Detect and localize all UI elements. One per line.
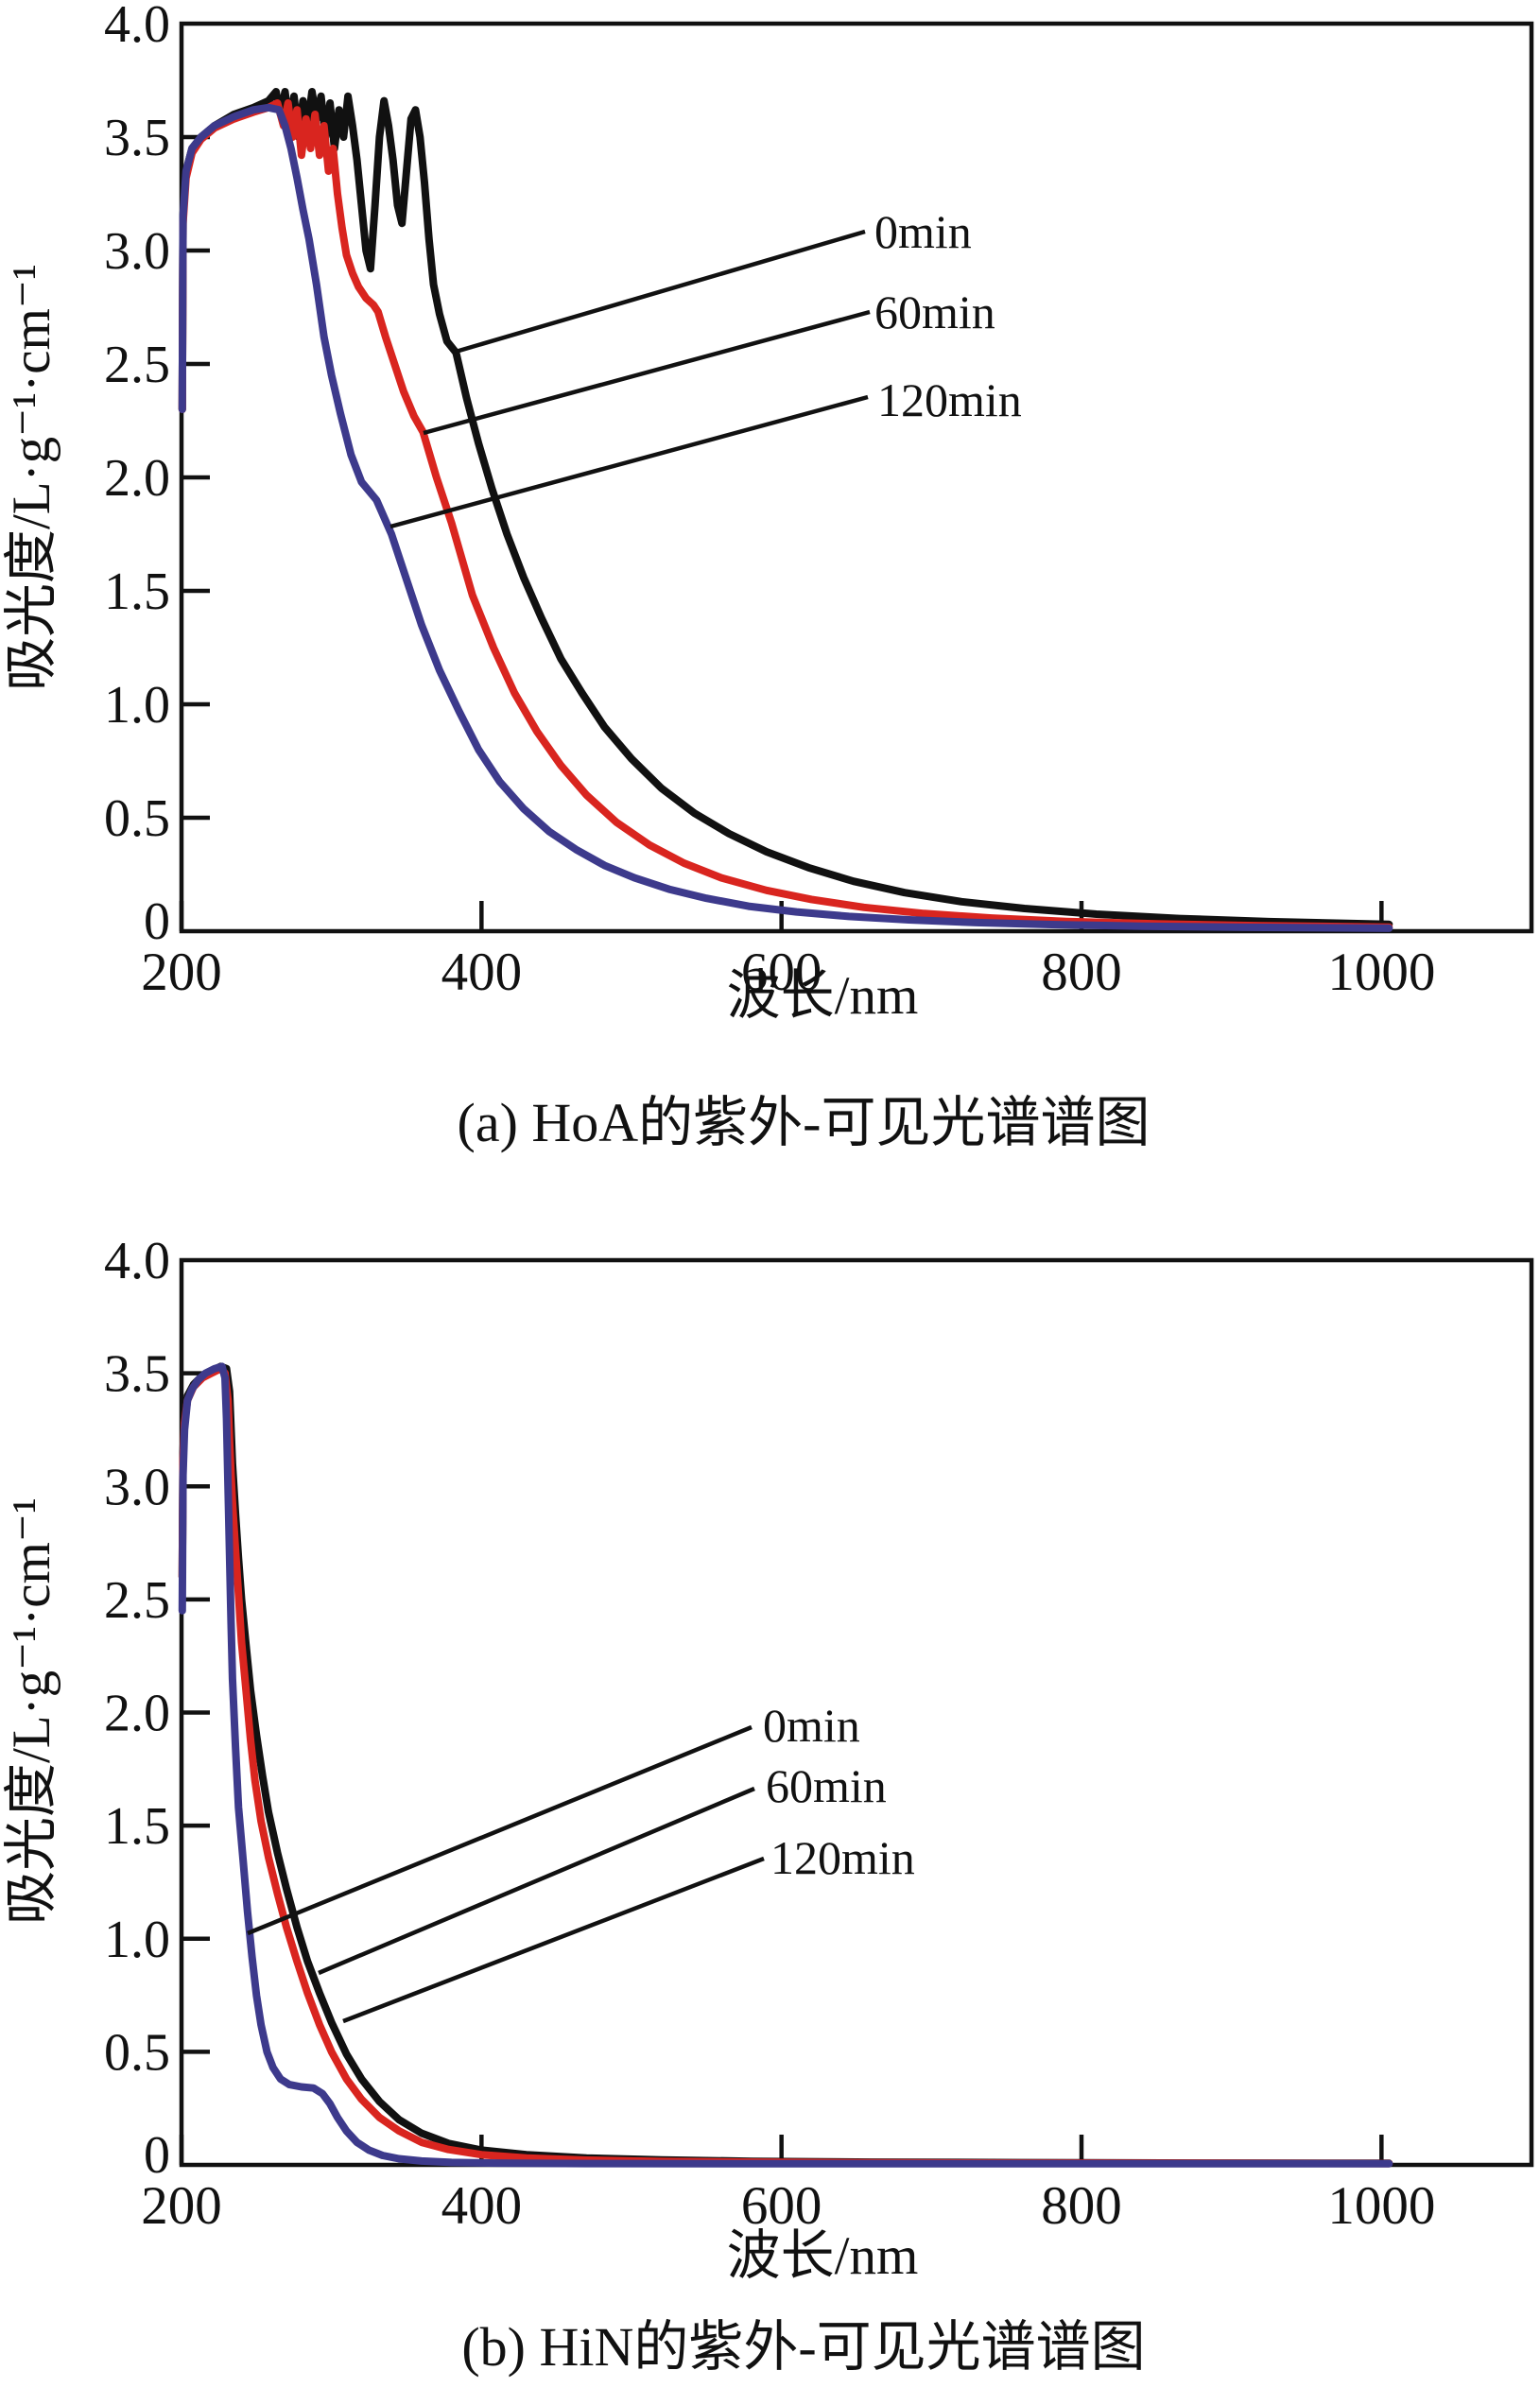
x-tick-label: 1000 [1327, 2176, 1435, 2236]
chart-a-x-axis-ticks: 200 400 600 800 1000 [141, 901, 1435, 1002]
chart-a: 0 0.5 1.0 1.5 2.0 2.5 3.0 3.5 4.0 200 400 600 800 10… [2, 0, 1534, 1153]
chart-b-leader-line-120min [342, 1856, 765, 2024]
y-tick-label: 3.5 [104, 1345, 170, 1404]
chart-a-legend-60min: 60min [874, 286, 995, 338]
chart-b-leader-line-60min [318, 1786, 755, 1976]
y-tick-label: 1.5 [104, 1797, 170, 1856]
y-tick-label: 1.5 [104, 562, 170, 621]
x-tick-label: 400 [441, 943, 523, 1002]
chart-a-leader-line-0min [455, 229, 866, 355]
y-tick-label: 0.5 [104, 789, 170, 848]
chart-a-legend-0min: 0min [874, 205, 972, 258]
chart-b-legend-60min: 60min [766, 1759, 887, 1812]
chart-b-y-axis-ticks: 0 0.5 1.0 1.5 2.0 2.5 3.0 3.5 4.0 [104, 1232, 210, 2185]
y-tick-label: 3.0 [104, 222, 170, 281]
chart-b-leader-line-0min [247, 1724, 753, 1936]
y-tick-label: 0.5 [104, 2023, 170, 2082]
x-tick-label: 600 [741, 943, 822, 1002]
y-tick-label: 1.0 [104, 676, 170, 735]
y-tick-label: 0 [144, 2126, 170, 2185]
x-tick-label: 800 [1041, 943, 1122, 1002]
chart-a-plot-border [179, 21, 1534, 934]
y-tick-label: 2.0 [104, 1685, 170, 1743]
chart-b-title: (b) HiN的紫外-可见光谱谱图 [461, 2316, 1145, 2378]
chart-a-y-axis-ticks: 0 0.5 1.0 1.5 2.0 2.5 3.0 3.5 4.0 [104, 0, 210, 951]
chart-a-x-axis-title: 波长/nm [727, 966, 919, 1026]
x-tick-label: 200 [141, 2176, 222, 2236]
x-tick-label: 200 [141, 943, 222, 1002]
chart-b-x-axis-ticks: 200 400 600 800 1000 [141, 2135, 1435, 2236]
chart-a-title: (a) HoA的紫外-可见光谱谱图 [458, 1092, 1151, 1153]
y-tick-label: 2.0 [104, 449, 170, 508]
chart-b-legend-120min: 120min [770, 1831, 915, 1884]
chart-b-curve-120min [178, 1362, 1393, 2168]
y-tick-label: 0 [144, 892, 170, 951]
x-tick-label: 600 [741, 2176, 822, 2236]
chart-b: 0 0.5 1.0 1.5 2.0 2.5 3.0 3.5 4.0 200 400 600 800 10… [2, 1232, 1534, 2378]
y-tick-label: 3.5 [104, 109, 170, 167]
x-tick-label: 400 [441, 2176, 523, 2236]
y-tick-label: 4.0 [104, 0, 170, 54]
y-tick-label: 1.0 [104, 1911, 170, 1969]
x-tick-label: 800 [1041, 2176, 1122, 2236]
y-tick-label: 3.0 [104, 1458, 170, 1516]
x-tick-label: 1000 [1327, 943, 1435, 1002]
y-tick-label: 4.0 [104, 1232, 170, 1290]
chart-a-curve-120min [178, 103, 1393, 932]
chart-a-y-axis-title: 吸光度/L·g⁻¹·cm⁻¹ [2, 264, 61, 691]
chart-b-x-axis-title: 波长/nm [727, 2226, 919, 2286]
chart-b-legend-0min: 0min [763, 1699, 860, 1752]
y-tick-label: 2.5 [104, 336, 170, 394]
chart-b-y-axis-title: 吸光度/L·g⁻¹·cm⁻¹ [2, 1497, 61, 1925]
y-tick-label: 2.5 [104, 1571, 170, 1630]
chart-a-leader-line-60min [423, 309, 871, 436]
chart-a-legend-120min: 120min [877, 373, 1022, 426]
chart-a-curve-0min [178, 88, 1393, 928]
chart-a-leader-line-120min [389, 394, 869, 529]
